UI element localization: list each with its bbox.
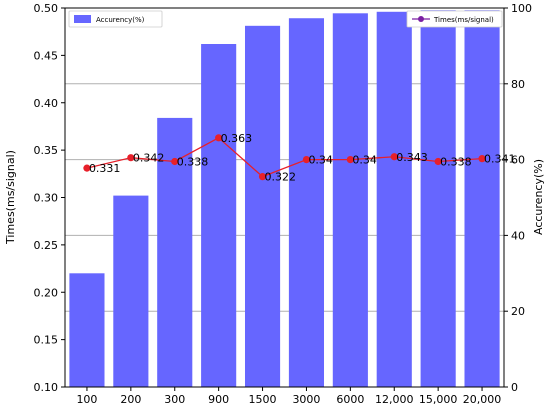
left-tick-label: 0.10	[34, 381, 59, 394]
legend-bar-swatch	[74, 15, 91, 23]
times-point	[390, 153, 398, 161]
times-data-label: 0.322	[265, 171, 297, 184]
times-line	[83, 134, 486, 181]
times-point	[215, 134, 223, 142]
x-tick-label: 100	[76, 393, 97, 406]
legend-line-marker	[418, 16, 424, 22]
times-point	[127, 154, 135, 162]
left-tick-label: 0.35	[34, 144, 59, 157]
legend-bar-frame	[68, 10, 163, 28]
times-point	[346, 156, 354, 164]
times-point	[83, 164, 91, 172]
times-polyline	[86, 137, 483, 178]
left-tick-label: 0.45	[34, 49, 59, 62]
x-tick-label: 6000	[336, 393, 364, 406]
times-data-labels: 0.331 0.342 0.338 0.363 0.322 0.34 0.34 0.343 0.…	[89, 132, 516, 184]
times-data-label: 0.363	[221, 132, 253, 145]
times-data-label: 0.338	[177, 155, 209, 168]
left-tick-label: 0.15	[34, 334, 59, 347]
accuracy-bar	[113, 195, 149, 387]
x-tick-label: 300	[164, 393, 185, 406]
x-tick-label: 1500	[249, 393, 277, 406]
x-tick-label: 15,000	[419, 393, 458, 406]
legend-line-label: Times(ms/signal)	[433, 16, 494, 24]
times-data-label: 0.338	[440, 155, 472, 168]
accuracy-bars	[69, 10, 500, 388]
right-tick-label: 40	[511, 229, 525, 242]
times-data-label: 0.341	[484, 153, 516, 166]
accuracy-bar	[376, 11, 412, 387]
times-point	[302, 156, 311, 164]
legend-bar-label: Accurency(%)	[96, 16, 145, 24]
x-tick-label: 20,000	[463, 393, 502, 406]
x-tick-label: 3000	[292, 393, 320, 406]
left-tick-label: 0.50	[34, 2, 59, 15]
times-point	[258, 173, 267, 181]
axis-ticks: 0.10 0.15 0.20 0.25 0.30 0.35 0.40 0.45 0.50 0 20 4…	[34, 2, 533, 406]
left-tick-label: 0.30	[34, 192, 59, 205]
accuracy-bar	[69, 273, 105, 387]
accuracy-bar	[201, 44, 237, 387]
legend-line: Times(ms/signal)	[406, 10, 503, 28]
accuracy-bar	[244, 25, 281, 388]
x-tick-label: 12,000	[375, 393, 414, 406]
times-point	[478, 155, 486, 163]
times-data-label: 0.34	[352, 154, 377, 167]
right-tick-label: 20	[511, 305, 525, 318]
legend-line-frame	[406, 10, 503, 28]
right-tick-label: 0	[511, 381, 518, 394]
left-axis-title: Times(ms/signal)	[4, 150, 17, 245]
accuracy-bar	[464, 10, 500, 388]
times-point	[171, 157, 179, 166]
times-data-label: 0.34	[308, 154, 333, 167]
times-point	[434, 157, 442, 166]
right-tick-label: 80	[511, 78, 525, 91]
x-tick-label: 200	[120, 393, 141, 406]
accuracy-bar	[332, 13, 368, 387]
x-tick-label: 900	[208, 393, 229, 406]
accuracy-bar	[420, 10, 456, 388]
times-data-label: 0.343	[396, 151, 428, 164]
right-tick-label: 60	[511, 154, 525, 167]
right-tick-label: 100	[511, 2, 532, 15]
accuracy-bar	[288, 18, 325, 387]
times-data-label: 0.331	[89, 162, 121, 175]
right-axis-title: Accurency(%)	[532, 159, 545, 235]
left-tick-label: 0.25	[34, 239, 59, 252]
left-tick-label: 0.20	[34, 286, 59, 299]
legend-bar: Accurency(%)	[68, 10, 163, 28]
left-tick-label: 0.40	[34, 97, 59, 110]
times-data-label: 0.342	[133, 152, 165, 165]
